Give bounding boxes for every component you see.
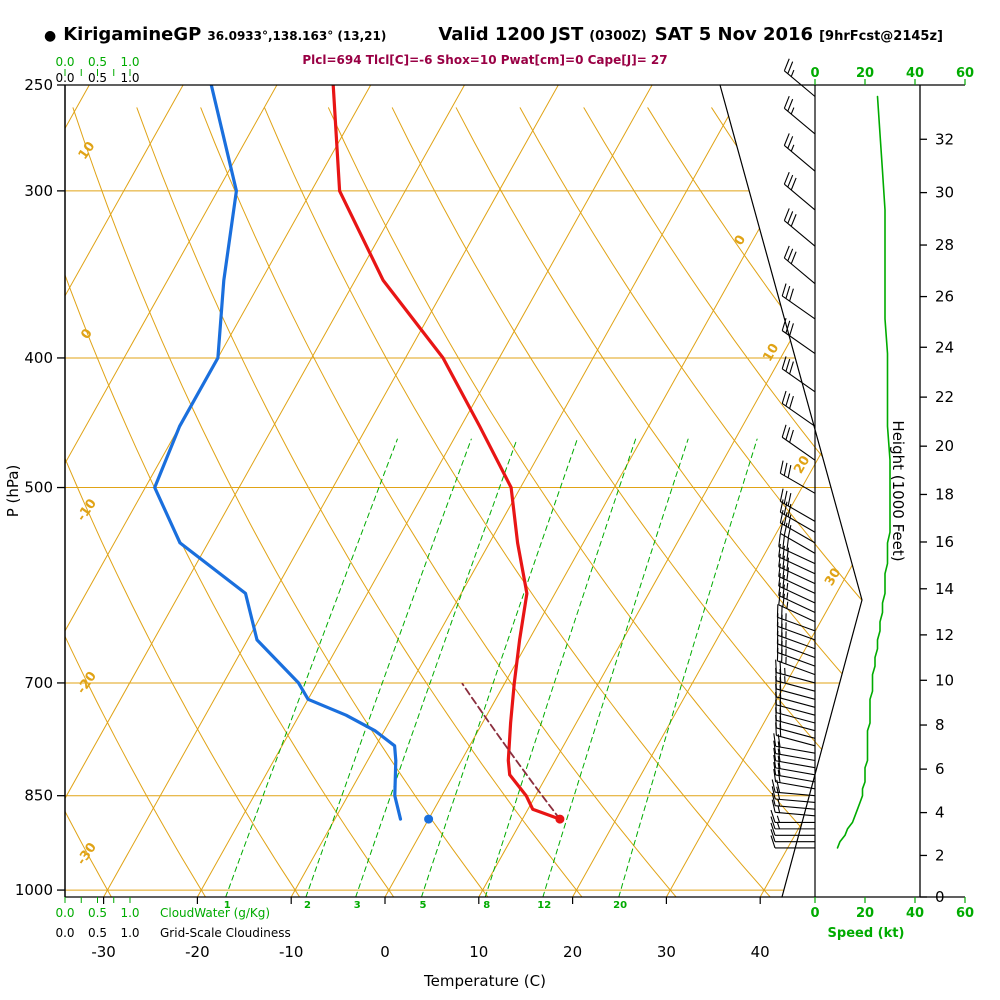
svg-text:28: 28 [935, 236, 954, 254]
svg-text:0: 0 [810, 66, 819, 81]
svg-text:10: 10 [76, 139, 99, 162]
svg-text:0.5: 0.5 [88, 55, 107, 69]
svg-text:0.0: 0.0 [55, 906, 74, 920]
svg-text:-10: -10 [279, 943, 304, 961]
indices-line: Plcl=694 Tlcl[C]=-6 Shox=10 Pwat[cm]=0 C… [302, 53, 668, 67]
svg-text:2: 2 [935, 846, 945, 864]
svg-text:60: 60 [956, 906, 974, 921]
cloud-scales: 0.0 0.0 0.5 0.5 1.0 1.0 0.0 0.0 0.5 0.5 1.0 1.0 Clou… [55, 55, 290, 940]
svg-text:0.0: 0.0 [55, 926, 74, 940]
svg-text:6: 6 [935, 760, 945, 778]
svg-text:14: 14 [935, 580, 954, 598]
svg-text:CloudWater (g/Kg): CloudWater (g/Kg) [160, 906, 270, 920]
svg-text:0.0: 0.0 [55, 55, 74, 69]
svg-text:10: 10 [469, 943, 488, 961]
svg-text:1000: 1000 [15, 881, 53, 899]
svg-text:12: 12 [537, 900, 551, 911]
svg-text:18: 18 [935, 485, 954, 503]
svg-text:16: 16 [935, 533, 954, 551]
svg-text:850: 850 [24, 787, 53, 805]
pressure-axis: 250 300 400 500 700 850 1000 P (hPa) [4, 76, 65, 899]
svg-text:300: 300 [24, 182, 53, 200]
svg-text:20: 20 [856, 66, 874, 81]
chart-header: ● KirigamineGP 36.0933°,138.163° (13,21)… [44, 24, 943, 45]
valid-time-utc: (0300Z) [589, 29, 647, 44]
svg-text:Temperature (C): Temperature (C) [423, 972, 546, 990]
svg-text:2: 2 [304, 900, 311, 911]
station-bullet-icon: ● [44, 28, 57, 44]
svg-text:Height (1000 Feet): Height (1000 Feet) [889, 420, 907, 561]
svg-text:Speed (kt): Speed (kt) [828, 926, 905, 941]
temperature-axis: -30 -20 -10 0 10 20 30 40 Temperature (C) [91, 897, 770, 990]
svg-text:1.0: 1.0 [120, 55, 139, 69]
svg-text:4: 4 [935, 804, 945, 822]
svg-text:-30: -30 [91, 943, 116, 961]
mixing-ratio-labels: 1 2 3 5 8 12 20 [224, 900, 627, 911]
svg-text:400: 400 [24, 349, 53, 367]
svg-text:-10: -10 [74, 496, 100, 524]
svg-text:Grid-Scale Cloudiness: Grid-Scale Cloudiness [160, 926, 291, 940]
surface-dewpoint-dot [424, 814, 434, 824]
svg-text:32: 32 [935, 130, 954, 148]
svg-text:10: 10 [935, 671, 954, 689]
svg-text:0: 0 [78, 326, 95, 342]
svg-text:0.5: 0.5 [88, 71, 107, 85]
wind-speed-curve [836, 95, 891, 849]
svg-text:8: 8 [935, 716, 945, 734]
svg-text:1.0: 1.0 [120, 906, 139, 920]
svg-text:P (hPa): P (hPa) [4, 465, 22, 518]
svg-text:20: 20 [563, 943, 582, 961]
svg-text:20: 20 [935, 437, 954, 455]
svg-text:22: 22 [935, 388, 954, 406]
svg-text:0: 0 [380, 943, 390, 961]
svg-text:-20: -20 [74, 669, 100, 697]
wind-barbs [770, 58, 816, 849]
svg-text:500: 500 [24, 479, 53, 497]
svg-text:250: 250 [24, 76, 53, 94]
svg-text:-30: -30 [74, 840, 100, 868]
forecast-lead: [9hrFcst@2145z] [819, 29, 943, 44]
svg-text:5: 5 [419, 900, 426, 911]
svg-text:0.5: 0.5 [88, 906, 107, 920]
svg-text:0: 0 [810, 906, 819, 921]
svg-text:60: 60 [956, 66, 974, 81]
svg-text:-20: -20 [185, 943, 210, 961]
svg-text:30: 30 [657, 943, 676, 961]
svg-text:40: 40 [906, 66, 924, 81]
grid-lines [65, 85, 862, 897]
svg-text:20: 20 [613, 900, 627, 911]
svg-text:40: 40 [751, 943, 770, 961]
svg-text:26: 26 [935, 288, 954, 306]
svg-text:1.0: 1.0 [120, 71, 139, 85]
surface-temperature-dot [555, 814, 565, 824]
valid-date: SAT 5 Nov 2016 [654, 24, 814, 45]
svg-text:30: 30 [935, 184, 954, 202]
sounding-profiles [153, 85, 565, 824]
svg-text:8: 8 [483, 900, 490, 911]
svg-text:700: 700 [24, 674, 53, 692]
svg-text:3: 3 [354, 900, 361, 911]
svg-text:12: 12 [935, 626, 954, 644]
svg-text:1: 1 [224, 900, 231, 911]
svg-text:0: 0 [935, 888, 945, 906]
axes-frame [64, 84, 965, 898]
svg-text:1.0: 1.0 [120, 926, 139, 940]
station-coordinates: 36.0933°,138.163° (13,21) [207, 29, 387, 43]
svg-text:24: 24 [935, 338, 954, 356]
svg-text:0: 0 [732, 233, 750, 248]
svg-text:0.5: 0.5 [88, 926, 107, 940]
svg-text:40: 40 [906, 906, 924, 921]
svg-text:0.0: 0.0 [55, 71, 74, 85]
valid-time: Valid 1200 JST [438, 24, 584, 45]
svg-text:20: 20 [856, 906, 874, 921]
station-name: KirigamineGP [63, 24, 202, 45]
